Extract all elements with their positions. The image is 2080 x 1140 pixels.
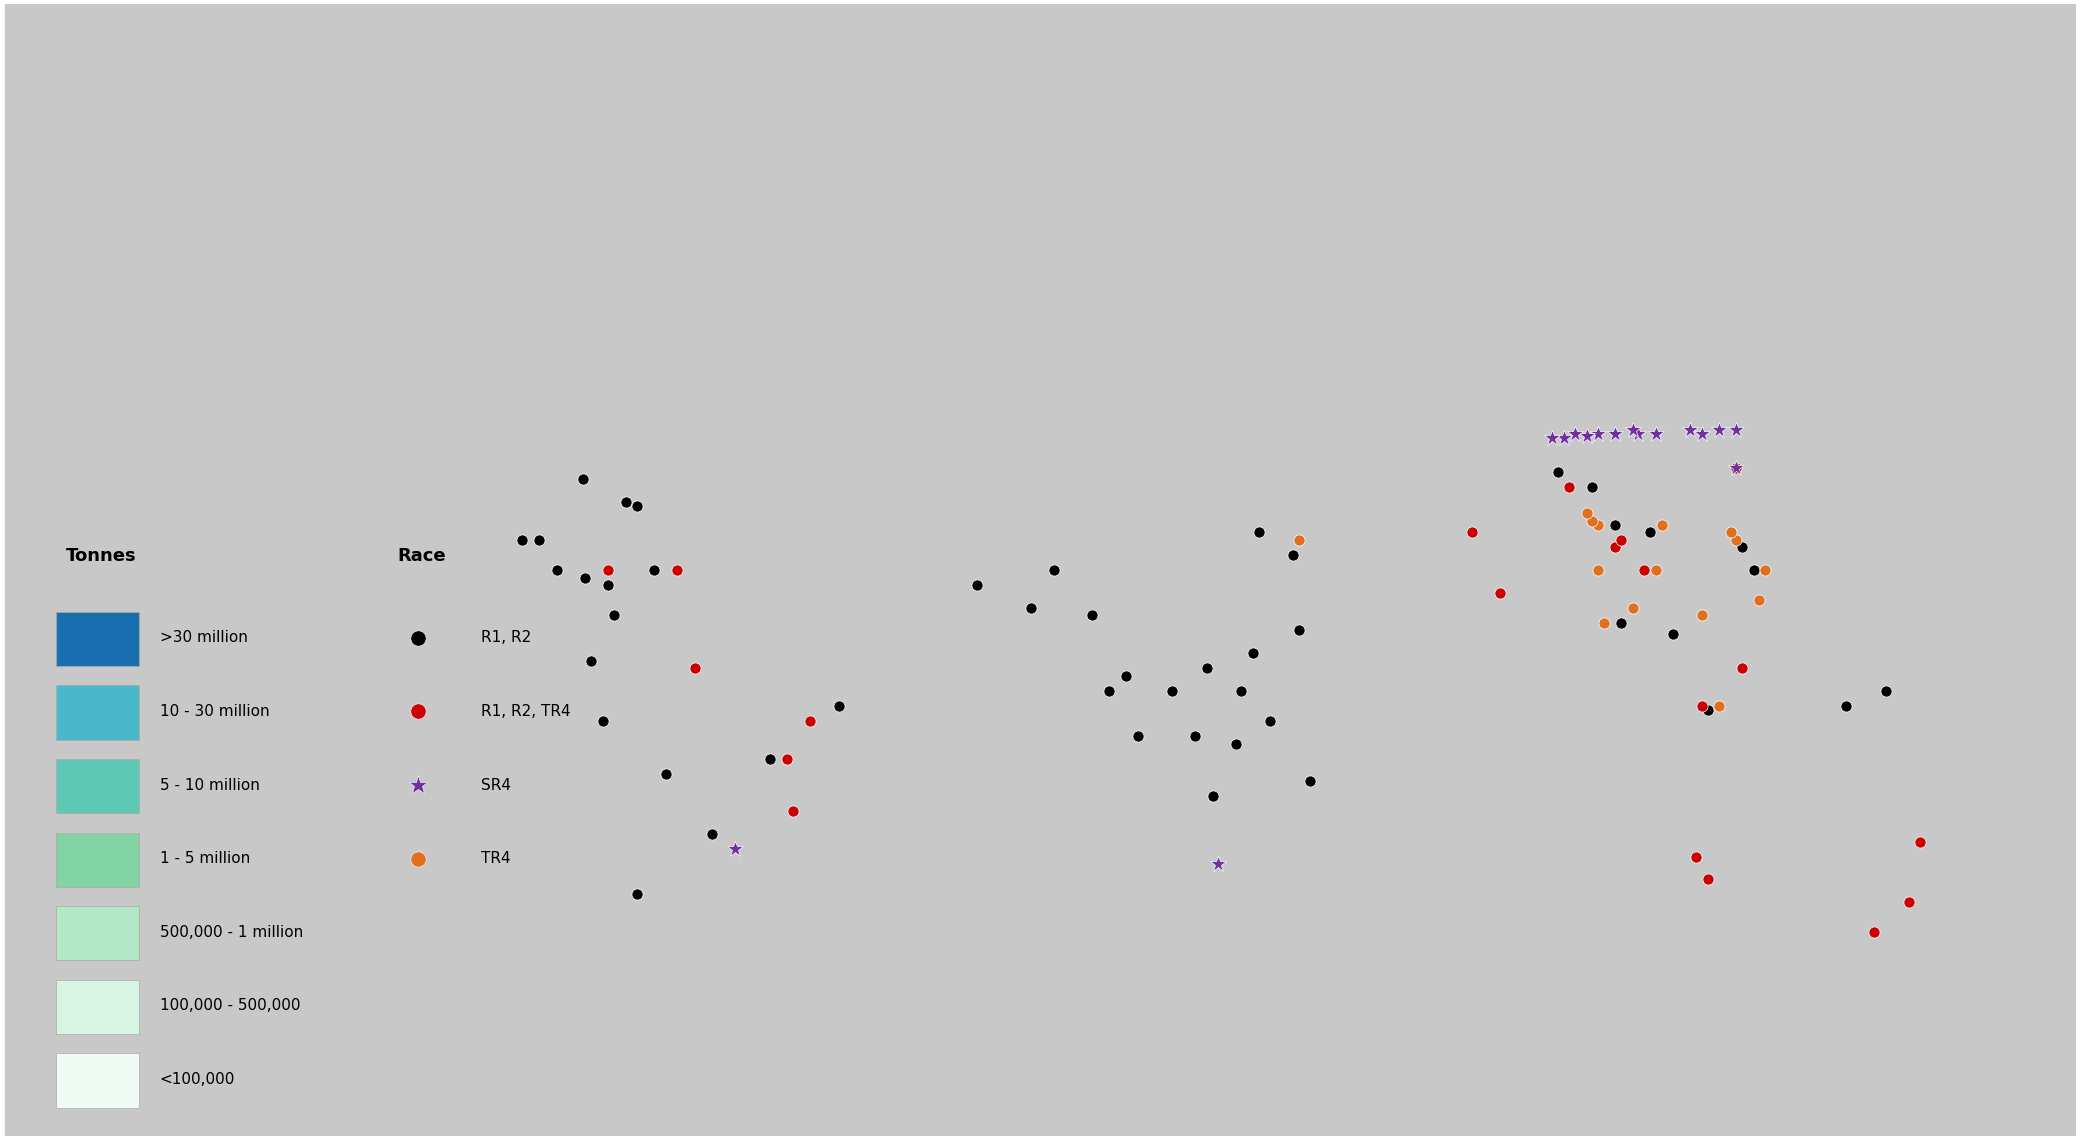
FancyBboxPatch shape [56,906,139,960]
Text: 100,000 - 500,000: 100,000 - 500,000 [160,999,300,1013]
Text: 500,000 - 1 million: 500,000 - 1 million [160,925,304,939]
FancyBboxPatch shape [56,979,139,1034]
Text: >30 million: >30 million [160,630,248,645]
Text: 10 - 30 million: 10 - 30 million [160,705,268,719]
Text: <100,000: <100,000 [160,1072,235,1086]
Text: Race: Race [397,547,447,565]
FancyBboxPatch shape [56,759,139,813]
Text: 1 - 5 million: 1 - 5 million [160,852,250,866]
Text: Tonnes: Tonnes [67,547,137,565]
FancyBboxPatch shape [56,612,139,666]
Text: R1, R2: R1, R2 [480,630,530,645]
Text: SR4: SR4 [480,777,512,792]
FancyBboxPatch shape [56,685,139,740]
Text: 5 - 10 million: 5 - 10 million [160,777,260,792]
Text: R1, R2, TR4: R1, R2, TR4 [480,705,570,719]
FancyBboxPatch shape [56,1053,139,1108]
Text: TR4: TR4 [480,852,510,866]
FancyBboxPatch shape [56,832,139,887]
